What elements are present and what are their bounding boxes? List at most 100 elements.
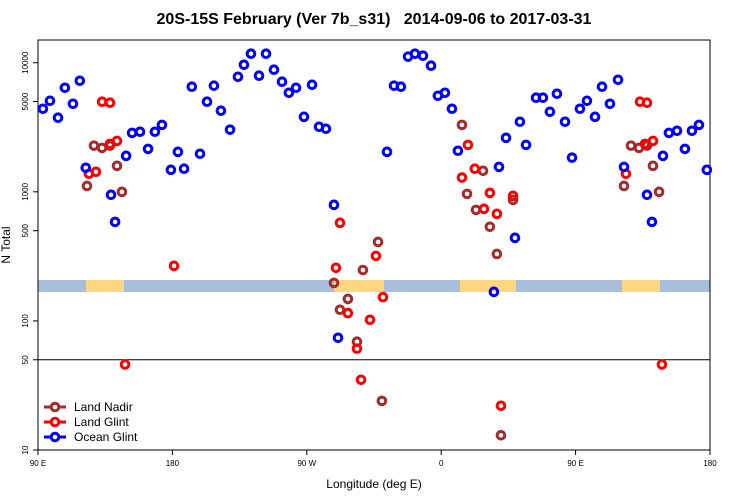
point: [478, 203, 490, 215]
y-tick-label: 10000: [21, 51, 30, 74]
point: [328, 277, 340, 289]
point: [491, 248, 503, 260]
point: [90, 166, 102, 178]
point: [116, 186, 128, 198]
point: [566, 152, 578, 163]
legend-marker: [49, 431, 61, 443]
land-band: [622, 280, 660, 292]
point: [276, 76, 288, 87]
point: [484, 187, 496, 199]
point: [351, 343, 363, 354]
point: [334, 217, 346, 229]
point: [96, 96, 108, 108]
point: [88, 140, 100, 151]
point: [679, 143, 691, 155]
point: [618, 161, 630, 173]
point: [641, 97, 653, 109]
point: [462, 139, 474, 151]
point: [657, 150, 669, 162]
point: [59, 82, 71, 94]
legend-marker: [49, 416, 61, 428]
point: [495, 429, 507, 441]
point: [456, 119, 468, 131]
point: [215, 105, 227, 117]
point: [245, 48, 257, 59]
point: [306, 79, 318, 91]
point: [119, 359, 131, 370]
x-tick-label: 90 E: [567, 459, 583, 468]
point: [514, 116, 526, 128]
point: [647, 160, 659, 172]
x-tick-label: 90 W: [297, 459, 316, 468]
legend-label: Land Glint: [74, 415, 129, 429]
point: [477, 165, 489, 177]
point: [559, 116, 571, 128]
point: [134, 126, 146, 138]
x-axis-label: Longitude (deg E): [326, 477, 421, 491]
point: [290, 82, 302, 94]
y-tick-label: 10: [21, 445, 30, 454]
point: [488, 286, 500, 298]
point: [701, 164, 713, 176]
point: [507, 194, 519, 206]
point: [641, 189, 653, 201]
point: [194, 148, 206, 160]
point: [507, 190, 519, 202]
point: [537, 92, 549, 103]
point: [186, 81, 198, 93]
land-band: [86, 280, 124, 292]
point: [372, 236, 384, 248]
point: [126, 127, 138, 139]
point: [298, 111, 310, 123]
point: [646, 216, 658, 228]
point: [357, 264, 369, 276]
point: [439, 87, 451, 99]
point: [491, 208, 503, 220]
point: [671, 125, 683, 137]
point: [484, 221, 496, 233]
point: [461, 188, 473, 200]
x-tick-label: 0: [439, 459, 444, 468]
point: [238, 59, 250, 71]
point: [342, 307, 354, 319]
legend-label: Ocean Glint: [74, 430, 138, 444]
point: [493, 161, 505, 173]
point: [574, 103, 586, 115]
land-band: [460, 280, 516, 292]
point: [509, 232, 521, 244]
y-tick-label: 500: [21, 223, 30, 237]
point: [81, 180, 93, 192]
point: [551, 88, 563, 100]
point: [330, 262, 342, 274]
point: [80, 162, 92, 174]
point: [686, 125, 698, 137]
point: [120, 150, 132, 162]
y-tick-label: 100: [21, 314, 30, 328]
point: [283, 87, 295, 99]
point: [500, 132, 512, 144]
point: [596, 81, 608, 93]
point: [355, 374, 367, 386]
point: [409, 48, 421, 59]
plot-frame: [37, 39, 711, 451]
y-tick-label: 50: [21, 355, 30, 364]
point: [446, 103, 458, 115]
point: [253, 70, 265, 82]
point: [149, 126, 161, 138]
y-tick-label: 1000: [21, 182, 30, 200]
point: [381, 146, 393, 158]
legend-marker: [49, 401, 61, 413]
x-tick-label: 180: [703, 459, 717, 468]
point: [111, 135, 123, 147]
y-tick-label: 5000: [21, 92, 30, 110]
point: [178, 163, 190, 175]
chart-title: 20S-15S February (Ver 7b_s31) 2014-09-06…: [157, 11, 592, 28]
point: [104, 97, 116, 109]
point: [268, 64, 280, 76]
point: [208, 80, 220, 91]
point: [168, 260, 180, 272]
point: [332, 332, 344, 344]
point: [452, 145, 464, 157]
x-tick-label: 90 E: [30, 459, 46, 468]
